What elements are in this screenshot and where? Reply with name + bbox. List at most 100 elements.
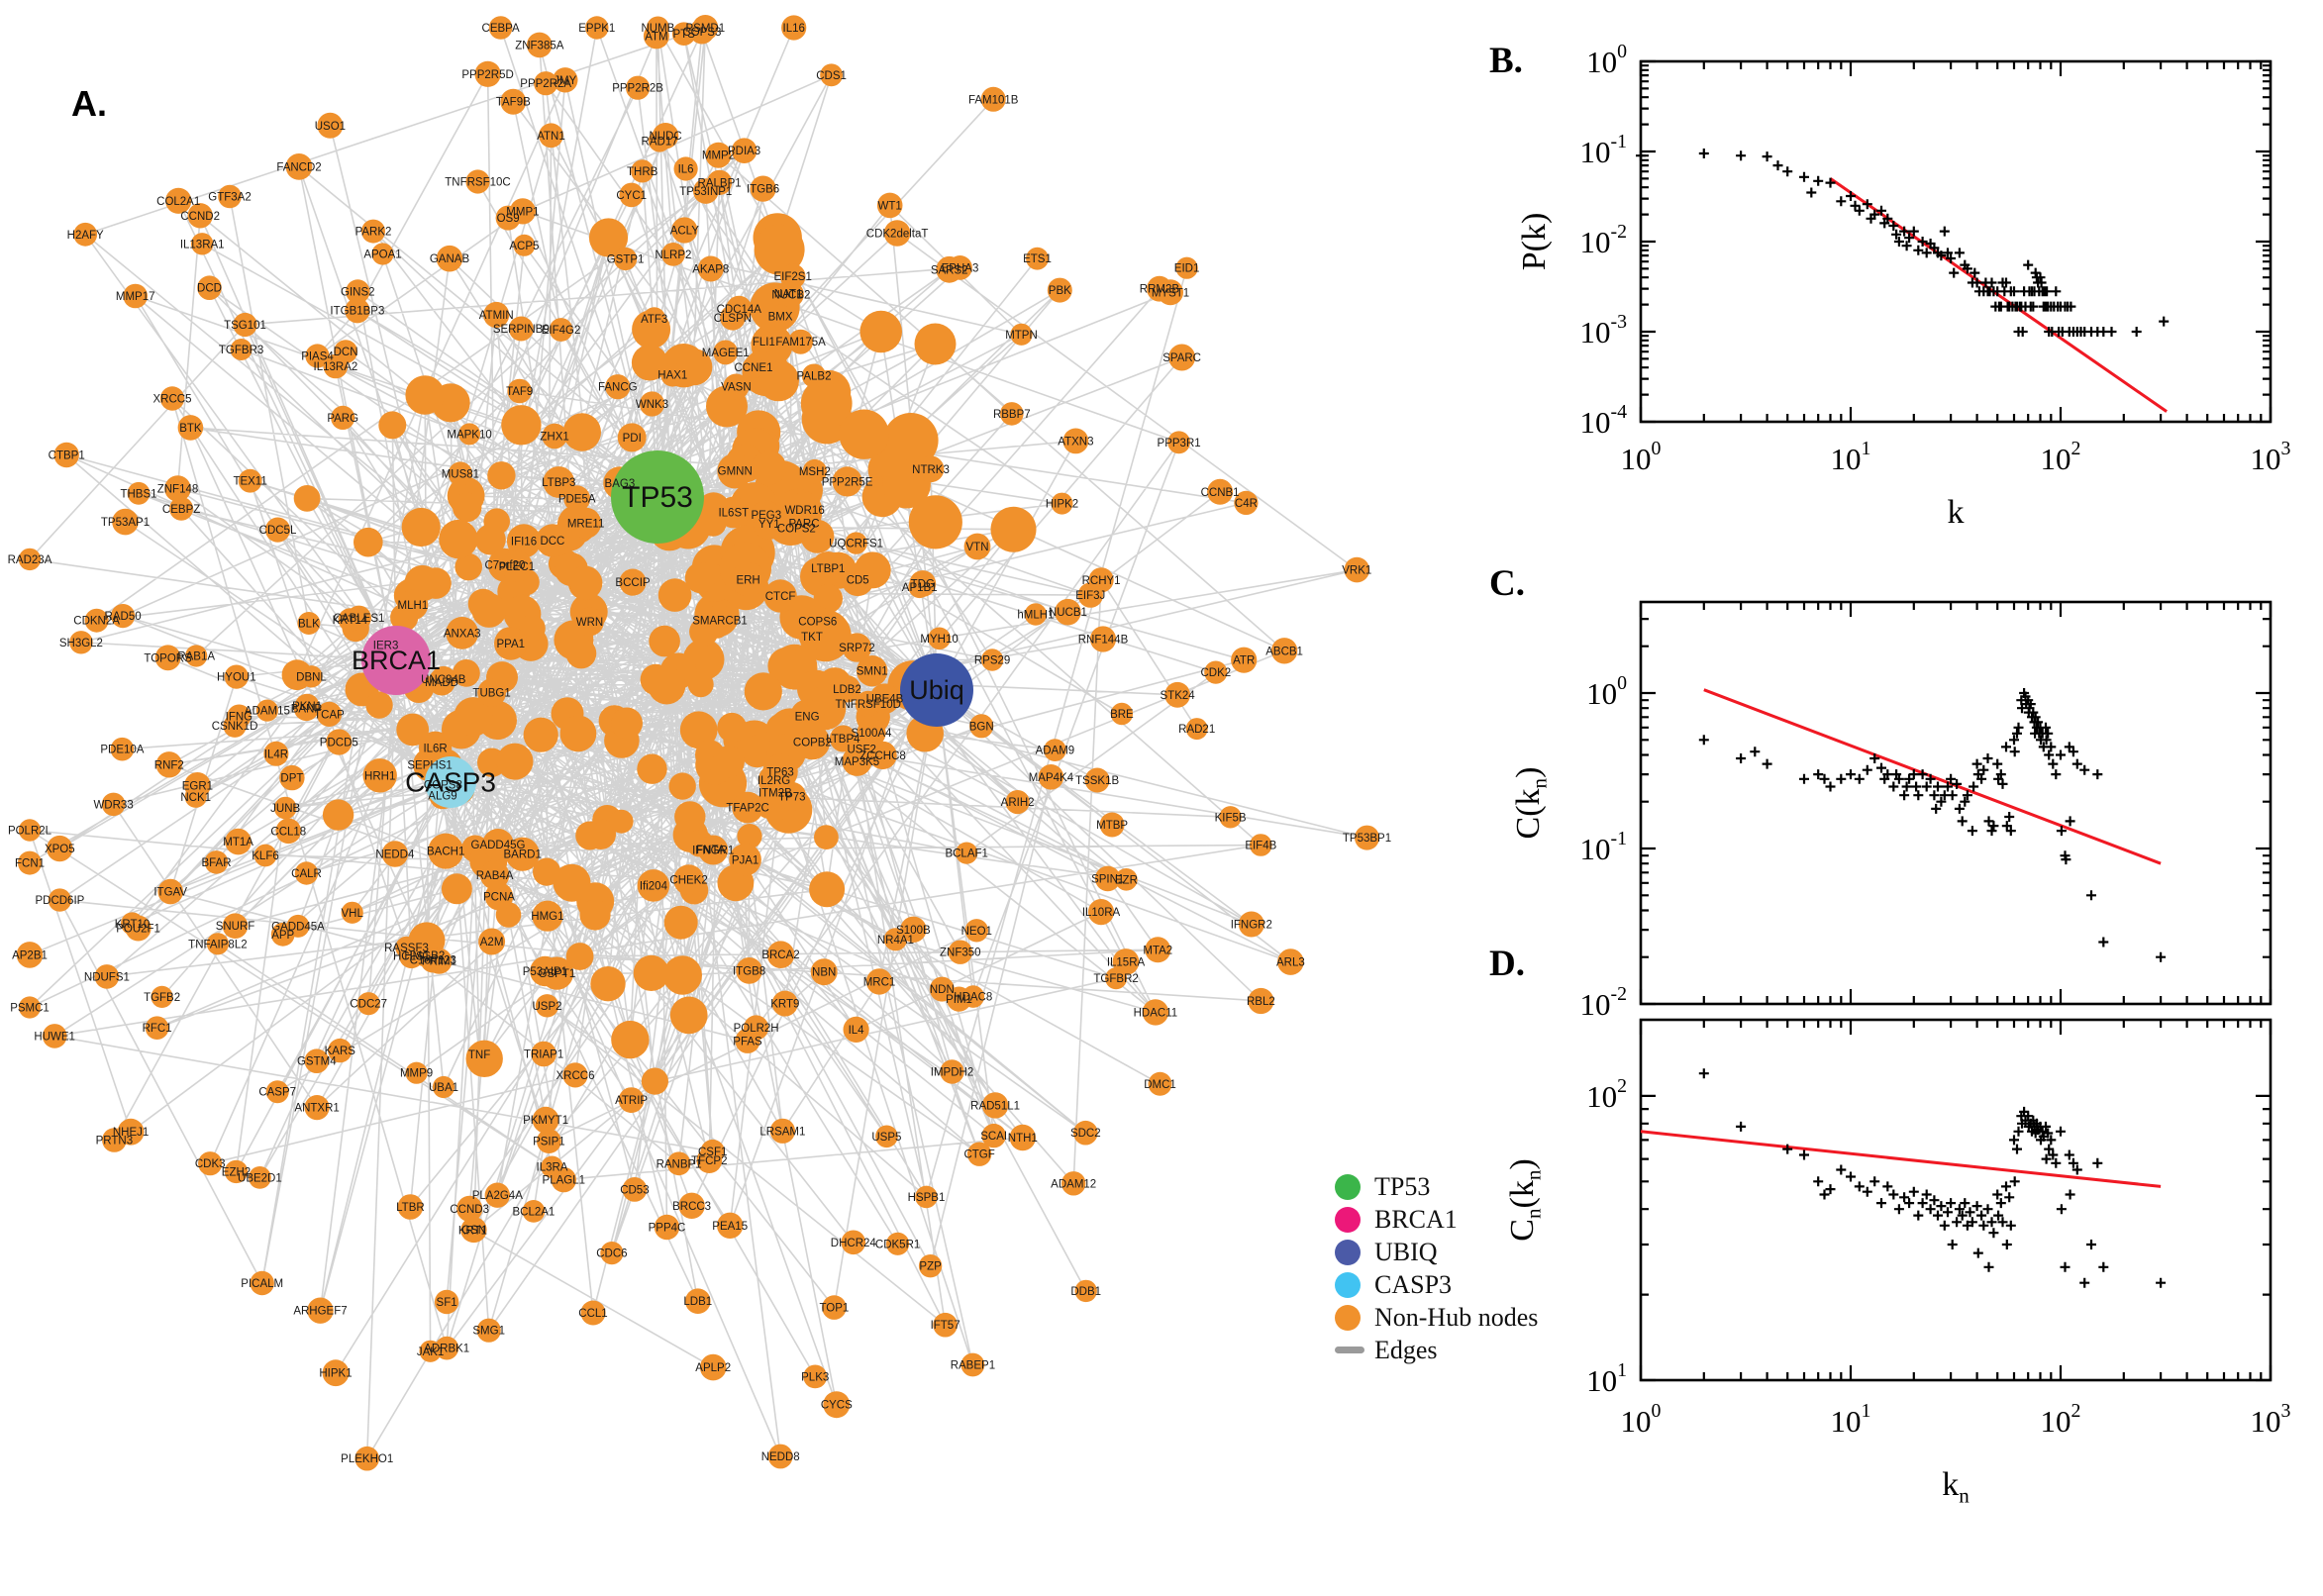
network-node[interactable] (505, 837, 540, 871)
network-node[interactable] (1099, 812, 1125, 838)
network-node[interactable] (399, 944, 424, 969)
network-node[interactable] (940, 1059, 964, 1084)
network-node[interactable] (467, 1043, 491, 1066)
network-node[interactable] (643, 307, 666, 331)
network-node[interactable] (673, 864, 704, 896)
network-node[interactable] (929, 976, 955, 1002)
network-node[interactable] (717, 712, 748, 743)
network-node[interactable] (649, 625, 680, 657)
network-node[interactable] (908, 495, 962, 549)
network-node[interactable] (476, 1318, 501, 1343)
network-node[interactable] (777, 281, 804, 308)
network-node[interactable] (876, 192, 903, 219)
network-node[interactable] (1026, 247, 1049, 270)
network-node[interactable] (674, 801, 706, 833)
network-node[interactable] (723, 373, 750, 400)
network-node[interactable] (478, 928, 506, 955)
network-node[interactable] (803, 1364, 828, 1389)
network-node[interactable] (123, 283, 148, 309)
network-node[interactable] (110, 737, 135, 761)
network-node[interactable] (626, 75, 651, 100)
network-node[interactable] (435, 1336, 459, 1360)
network-node[interactable] (328, 1038, 353, 1063)
network-node[interactable] (731, 138, 758, 163)
network-node[interactable] (273, 796, 297, 820)
network-node[interactable] (801, 363, 827, 388)
network-node[interactable] (609, 809, 634, 834)
network-node[interactable] (671, 22, 696, 46)
network-node[interactable] (47, 835, 73, 862)
network-node[interactable] (662, 955, 702, 995)
network-node[interactable] (637, 753, 667, 784)
network-node[interactable] (426, 948, 453, 974)
network-node[interactable] (535, 994, 559, 1018)
network-node[interactable] (522, 1200, 546, 1223)
network-node[interactable] (322, 799, 354, 831)
network-node[interactable] (859, 310, 902, 353)
network-node[interactable] (767, 1444, 793, 1469)
network-node[interactable] (969, 714, 994, 739)
network-node[interactable] (430, 665, 456, 693)
network-node[interactable] (842, 633, 872, 662)
network-node[interactable] (1051, 492, 1073, 515)
network-node[interactable] (255, 699, 278, 722)
network-node[interactable] (304, 1048, 330, 1073)
network-node[interactable] (696, 1147, 723, 1173)
network-node[interactable] (842, 746, 872, 776)
network-node[interactable] (18, 850, 42, 875)
network-node[interactable] (371, 243, 394, 265)
network-node[interactable] (717, 496, 750, 529)
network-node[interactable] (1084, 767, 1110, 793)
network-node[interactable] (1145, 937, 1171, 963)
network-node[interactable] (668, 772, 696, 800)
network-node[interactable] (484, 1182, 510, 1208)
network-node[interactable] (1000, 402, 1024, 426)
network-node[interactable] (483, 301, 510, 329)
network-node[interactable] (810, 958, 838, 986)
network-node[interactable] (641, 1067, 669, 1095)
hub-node-casp3[interactable] (425, 756, 476, 808)
network-node[interactable] (963, 533, 991, 560)
network-node[interactable] (767, 647, 805, 685)
network-node[interactable] (223, 714, 247, 738)
network-node[interactable] (265, 1080, 289, 1104)
network-node[interactable] (405, 1061, 428, 1084)
network-node[interactable] (654, 1214, 680, 1241)
network-node[interactable] (679, 711, 718, 749)
network-node[interactable] (1115, 868, 1138, 891)
network-node[interactable] (275, 818, 302, 845)
network-node[interactable] (744, 672, 782, 711)
network-node[interactable] (224, 664, 249, 689)
network-node[interactable] (341, 901, 363, 924)
network-node[interactable] (322, 1359, 350, 1387)
network-node[interactable] (841, 1230, 866, 1255)
network-node[interactable] (432, 1075, 455, 1099)
network-node[interactable] (829, 725, 857, 752)
network-node[interactable] (527, 32, 553, 58)
network-node[interactable] (381, 841, 409, 867)
network-node[interactable] (614, 247, 638, 271)
network-node[interactable] (857, 655, 888, 687)
network-node[interactable] (758, 359, 799, 402)
network-node[interactable] (637, 869, 670, 902)
network-node[interactable] (1055, 598, 1081, 626)
network-node[interactable] (458, 423, 481, 446)
network-node[interactable] (145, 1016, 169, 1040)
network-node[interactable] (712, 746, 745, 778)
network-node[interactable] (238, 468, 262, 493)
network-node[interactable] (249, 1166, 271, 1189)
network-node[interactable] (981, 1123, 1006, 1148)
network-node[interactable] (279, 764, 305, 791)
network-node[interactable] (488, 16, 513, 40)
network-node[interactable] (112, 508, 139, 536)
network-node[interactable] (230, 339, 252, 360)
network-node[interactable] (448, 461, 473, 487)
network-node[interactable] (405, 375, 446, 415)
network-node[interactable] (345, 298, 370, 324)
network-node[interactable] (378, 411, 407, 440)
network-node[interactable] (187, 203, 213, 229)
network-node[interactable] (960, 1352, 985, 1377)
network-node[interactable] (479, 860, 510, 890)
network-node[interactable] (253, 844, 277, 867)
network-node[interactable] (1038, 764, 1064, 790)
